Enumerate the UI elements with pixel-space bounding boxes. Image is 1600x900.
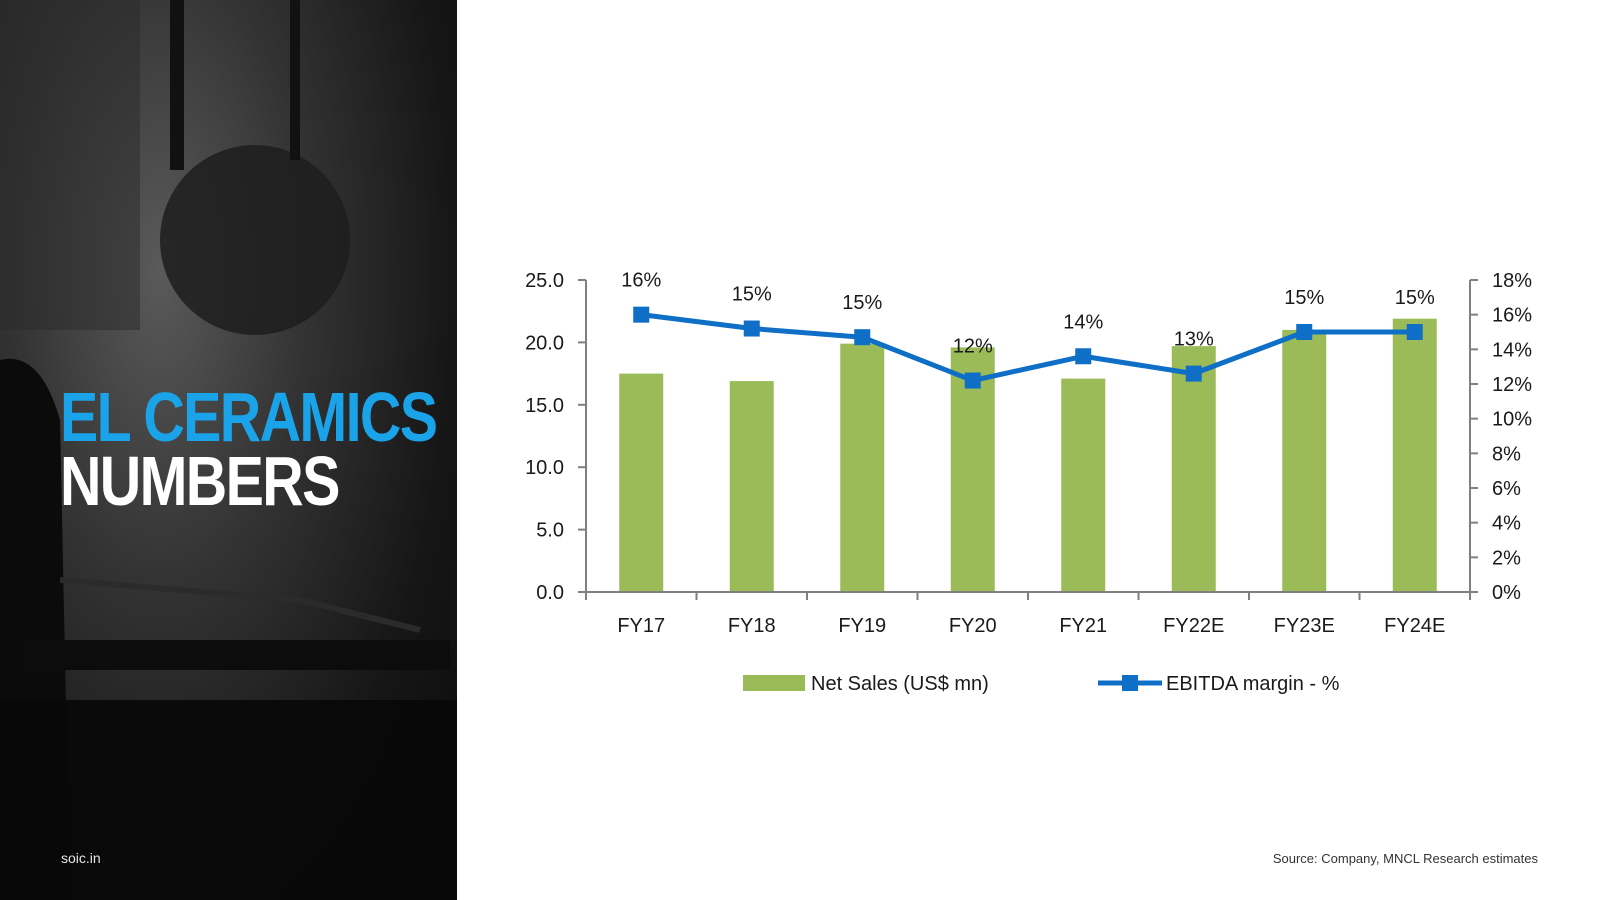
source-note: Source: Company, MNCL Research estimates xyxy=(1272,851,1538,866)
ebitda-point-fy19 xyxy=(854,329,871,346)
x-tick-label: FY22E xyxy=(1163,615,1224,637)
legend-label-ebitda: EBITDA margin - % xyxy=(1166,673,1340,695)
right-tick-label: 12% xyxy=(1492,374,1532,396)
left-tick-label: 15.0 xyxy=(525,395,564,417)
headline-line-1: EL CERAMICS xyxy=(60,378,438,456)
bar-series xyxy=(619,318,1437,592)
legend-swatch-net-sales xyxy=(743,675,805,691)
x-tick-label: FY18 xyxy=(728,615,776,637)
right-tick-label: 0% xyxy=(1492,582,1521,604)
bar-fy18 xyxy=(729,381,774,592)
sales-margin-chart: 0.0 5.0 10.0 15.0 20.0 25.0 0% 2% 4% 6% 8% 10% 12% 14… xyxy=(525,270,1532,695)
bar-fy22e xyxy=(1171,346,1216,592)
bar-fy17 xyxy=(619,373,664,592)
bar-fy24e xyxy=(1392,318,1437,592)
left-tick-label: 5.0 xyxy=(536,520,564,542)
foundry-background-image xyxy=(0,0,457,900)
ebitda-margin-line xyxy=(640,312,1415,384)
x-tick-label: FY17 xyxy=(617,615,665,637)
ebitda-data-label: 12% xyxy=(953,336,993,358)
x-tick-label: FY24E xyxy=(1384,615,1445,637)
ebitda-data-label: 15% xyxy=(1395,287,1435,309)
x-tick-label: FY19 xyxy=(838,615,886,637)
ebitda-data-label: 13% xyxy=(1174,329,1214,351)
ebitda-point-fy23e xyxy=(1296,324,1313,340)
ebitda-data-label: 14% xyxy=(1063,311,1103,333)
left-tick-label: 25.0 xyxy=(525,270,564,292)
ebitda-data-label: 15% xyxy=(842,292,882,314)
bar-fy23e xyxy=(1282,329,1327,592)
left-tick-label: 0.0 xyxy=(536,582,564,604)
line-series: 16% 15% 15% 12% 14% 13% 15% 15% xyxy=(621,270,1435,389)
ebitda-point-fy17 xyxy=(633,306,650,323)
headline-line-2: NUMBERS xyxy=(60,442,340,520)
right-tick-label: 10% xyxy=(1492,409,1532,431)
x-tick-label: FY23E xyxy=(1274,615,1335,637)
ebitda-point-fy21 xyxy=(1075,348,1092,365)
chart-legend: Net Sales (US$ mn) EBITDA margin - % xyxy=(743,673,1340,695)
right-tick-label: 6% xyxy=(1492,478,1521,500)
chart-axes: 0.0 5.0 10.0 15.0 20.0 25.0 0% 2% 4% 6% 8% 10% 12% 14… xyxy=(525,270,1532,637)
headline: EL CERAMICS NUMBERS xyxy=(60,378,457,520)
ebitda-data-label: 15% xyxy=(732,284,772,306)
x-tick-label: FY20 xyxy=(949,615,997,637)
legend-marker-ebitda xyxy=(1122,675,1138,691)
ebitda-point-fy22e xyxy=(1185,365,1202,382)
left-panel: EL CERAMICS NUMBERS soic.in xyxy=(0,0,457,900)
right-tick-label: 14% xyxy=(1492,339,1532,361)
ebitda-point-fy24e xyxy=(1406,324,1423,340)
x-tick-label: FY21 xyxy=(1059,615,1107,637)
right-tick-label: 18% xyxy=(1492,270,1532,292)
bar-fy21 xyxy=(1061,378,1106,592)
right-tick-label: 2% xyxy=(1492,547,1521,569)
left-tick-label: 10.0 xyxy=(525,457,564,479)
site-label: soic.in xyxy=(61,850,101,866)
ebitda-point-fy18 xyxy=(743,320,760,337)
ebitda-point-fy20 xyxy=(964,372,981,389)
ebitda-data-label: 15% xyxy=(1284,287,1324,309)
right-tick-label: 8% xyxy=(1492,443,1521,465)
bar-fy19 xyxy=(840,343,885,592)
ebitda-data-label: 16% xyxy=(621,270,661,292)
right-tick-label: 4% xyxy=(1492,513,1521,535)
left-tick-label: 20.0 xyxy=(525,332,564,354)
right-tick-label: 16% xyxy=(1492,305,1532,327)
legend-label-net-sales: Net Sales (US$ mn) xyxy=(811,673,989,695)
